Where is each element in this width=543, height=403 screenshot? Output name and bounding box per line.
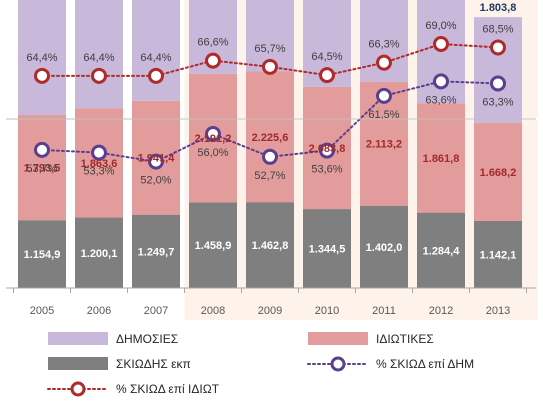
- x-tick-label-2005: 2005: [30, 305, 54, 317]
- x-tick-label-2007: 2007: [144, 305, 168, 317]
- legend-marker: [70, 381, 86, 397]
- legend-label: ΣΚΙΩΔΗΣ εκπ: [116, 357, 191, 371]
- point-label-pct-dim-2008: 56,0%: [197, 147, 228, 159]
- x-tick-label-2010: 2010: [315, 305, 339, 317]
- legend-item-0: ΔΗΜΟΣΙΕΣ: [48, 332, 178, 346]
- bar-skiodis-2011: [360, 205, 408, 288]
- point-pct-idiot-2011: [376, 54, 392, 71]
- bar-label-idiotikes-2005: 1.793,5: [24, 163, 61, 175]
- point-label-pct-dim-2012: 63,6%: [425, 94, 456, 106]
- bar-idiotikes-2005: [18, 114, 66, 221]
- legend-label: ΔΗΜΟΣΙΕΣ: [116, 332, 178, 346]
- legend-label: ΙΔΙΩΤΙΚΕΣ: [376, 332, 434, 346]
- point-label-pct-idiot-2009: 65,7%: [254, 43, 285, 55]
- bar-skiodis-2010: [303, 209, 351, 288]
- legend-item-4: % ΣΚΙΩΔ επί ΙΔΙΩΤ: [47, 381, 220, 397]
- point-label-pct-dim-2010: 53,6%: [311, 164, 342, 176]
- point-label-pct-dim-2007: 52,0%: [140, 175, 171, 187]
- bar-label-idiotikes-2012: 1.861,8: [423, 153, 460, 165]
- x-tick-label-2012: 2012: [429, 305, 453, 317]
- bar-label-skiodis-2006: 1.200,1: [81, 248, 118, 260]
- point-label-pct-dim-2011: 61,5%: [368, 109, 399, 121]
- point-pct-idiot-2013: [490, 39, 506, 56]
- point-pct-idiot-2008: [205, 52, 221, 69]
- legend-label: % ΣΚΙΩΔ επί ΔΗΜ: [376, 357, 474, 371]
- bar-skiodis-2012: [417, 212, 465, 288]
- point-label-pct-idiot-2005: 64,4%: [26, 52, 57, 64]
- bar-label-skiodis-2007: 1.249,7: [138, 246, 175, 258]
- point-label-pct-dim-2005: 53,7%: [26, 163, 57, 175]
- point-pct-idiot-2010: [319, 67, 335, 84]
- point-pct-dim-2005: [34, 141, 50, 158]
- point-pct-dim-2011: [376, 87, 392, 104]
- bar-idiotikes-2012: [417, 103, 465, 213]
- bar-label-idiotikes-2007: 1.941,4: [138, 153, 176, 165]
- bar-dimosies-2007: [132, 0, 180, 101]
- x-tick-label-2006: 2006: [87, 305, 111, 317]
- bar-label-idiotikes-2010: 2.083,8: [309, 143, 346, 155]
- bar-label-idiotikes-2006: 1.863,6: [81, 158, 118, 170]
- point-pct-dim-2009: [262, 148, 278, 165]
- legend-label: % ΣΚΙΩΔ επί ΙΔΙΩΤ: [116, 382, 220, 396]
- bar-label-idiotikes-2011: 2.113,2: [366, 139, 402, 151]
- point-label-pct-idiot-2006: 64,4%: [83, 52, 114, 64]
- x-tick-label-2013: 2013: [486, 305, 510, 317]
- bar-dimosies-2013: [474, 17, 522, 124]
- point-pct-dim-2012: [433, 73, 449, 90]
- point-label-pct-dim-2009: 52,7%: [254, 170, 285, 182]
- point-pct-idiot-2012: [433, 36, 449, 52]
- bar-label-skiodis-2008: 1.458,9: [195, 240, 232, 252]
- point-pct-dim-2006: [91, 144, 107, 161]
- bar-dimosies-2006: [75, 0, 123, 109]
- legend-item-1: ΙΔΙΩΤΙΚΕΣ: [308, 332, 434, 346]
- legend-marker: [330, 356, 346, 372]
- bar-dimosies-2005: [18, 0, 66, 115]
- legend-swatch: [48, 332, 108, 345]
- bar-idiotikes-2009: [246, 71, 294, 203]
- bar-label-skiodis-2013: 1.142,1: [480, 249, 517, 261]
- point-pct-dim-2010: [319, 142, 335, 159]
- point-label-pct-idiot-2013: 68,5%: [482, 23, 513, 35]
- bar-idiotikes-2013: [474, 123, 522, 221]
- x-tick-label-2008: 2008: [201, 305, 225, 317]
- bar-label-dimosies-2013: 1.803,8: [480, 2, 517, 14]
- point-pct-idiot-2005: [34, 67, 50, 84]
- point-label-pct-idiot-2011: 66,3%: [368, 39, 399, 51]
- bar-skiodis-2009: [246, 202, 294, 288]
- point-pct-idiot-2006: [91, 67, 107, 84]
- bar-skiodis-2013: [474, 220, 522, 288]
- point-pct-idiot-2007: [148, 67, 164, 84]
- bar-skiodis-2008: [189, 202, 237, 288]
- bar-label-skiodis-2005: 1.154,9: [24, 249, 61, 261]
- bar-label-skiodis-2009: 1.462,8: [252, 240, 289, 252]
- legend-item-2: ΣΚΙΩΔΗΣ εκπ: [48, 357, 191, 371]
- legend-swatch: [48, 357, 108, 370]
- bar-skiodis-2007: [132, 214, 180, 288]
- point-pct-idiot-2009: [262, 58, 278, 75]
- x-tick-label-2011: 2011: [372, 305, 396, 317]
- point-label-pct-dim-2006: 53,3%: [83, 166, 114, 178]
- x-tick-label-2009: 2009: [258, 305, 282, 317]
- point-pct-dim-2008: [205, 125, 221, 142]
- point-label-pct-idiot-2010: 64,5%: [311, 51, 342, 63]
- bar-skiodis-2006: [75, 217, 123, 288]
- bar-label-skiodis-2012: 1.284,4: [423, 245, 461, 257]
- bar-label-idiotikes-2008: 2.191,2: [195, 133, 232, 145]
- bar-label-skiodis-2011: 1.402,0: [366, 242, 403, 254]
- bar-skiodis-2005: [18, 220, 66, 288]
- bar-label-idiotikes-2013: 1.668,2: [480, 167, 517, 179]
- legend-swatch: [308, 332, 368, 345]
- point-label-pct-idiot-2008: 66,6%: [197, 37, 228, 49]
- bar-label-idiotikes-2009: 2.225,6: [252, 132, 289, 144]
- point-label-pct-idiot-2007: 64,4%: [140, 52, 171, 64]
- bar-idiotikes-2006: [75, 108, 123, 218]
- point-label-pct-idiot-2012: 69,0%: [425, 20, 456, 32]
- point-pct-dim-2007: [148, 153, 164, 170]
- point-label-pct-dim-2013: 63,3%: [482, 96, 513, 108]
- legend-item-3: % ΣΚΙΩΔ επί ΔΗΜ: [307, 356, 474, 372]
- point-pct-dim-2013: [490, 75, 506, 92]
- bar-label-skiodis-2010: 1.344,5: [309, 244, 346, 256]
